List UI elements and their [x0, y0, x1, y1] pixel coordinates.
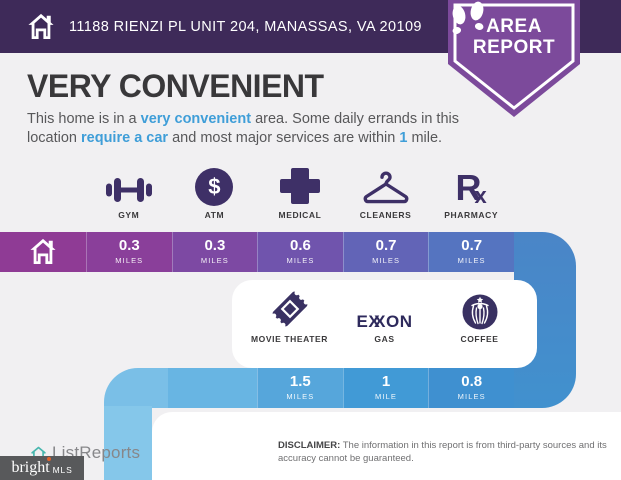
distance-unit: MILES	[286, 392, 315, 401]
distance-unit: MILE	[375, 392, 397, 401]
service-label: GYM	[118, 210, 140, 220]
desc-part: and most major services are within	[168, 129, 400, 146]
distance-unit: MILES	[372, 256, 401, 265]
service-column-gas: EX X ON GAS	[337, 280, 432, 368]
distance-segment-atm: 0.3 MILES	[171, 232, 258, 272]
distance-segment-gym: 0.3 MILES	[86, 232, 172, 272]
home-cell	[0, 232, 86, 272]
exxon-part: X	[374, 312, 387, 331]
disclaimer-label: DISCLAIMER:	[278, 440, 341, 451]
mls-label: MLS	[52, 465, 73, 475]
home-icon	[28, 13, 54, 39]
badge-title: AREA REPORT	[448, 16, 580, 59]
route-bar-row1: 0.3 MILES 0.3 MILES 0.6 MILES 0.7 MILES …	[0, 232, 514, 272]
service-label: MEDICAL	[278, 210, 322, 220]
dumbbell-icon	[105, 162, 152, 206]
disclaimer-card: DISCLAIMER: The information in this repo…	[152, 412, 621, 480]
distance-value: 0.8	[461, 373, 483, 390]
desc-highlight-car: require a car	[81, 129, 169, 146]
service-column-pharmacy: R x PHARMACY	[428, 162, 514, 221]
brightmls-wordmark: bright	[11, 457, 51, 476]
distance-unit: MILES	[457, 256, 486, 265]
services-row-1: GYM $ ATM MEDICAL CLEANERS	[86, 162, 514, 220]
distance-segment-pharmacy: 0.7 MILES	[428, 232, 514, 272]
distance-unit: MILES	[457, 392, 486, 401]
distance-value: 0.7	[375, 237, 397, 254]
distance-unit: MILES	[115, 256, 144, 265]
starbucks-logo	[460, 280, 500, 332]
route-descender	[104, 406, 152, 480]
exxon-part: ON	[386, 312, 413, 331]
footprints-icon	[452, 1, 484, 34]
area-report-badge: AREA REPORT	[448, 0, 580, 122]
route-tail-segment	[168, 368, 257, 408]
service-column-atm: $ ATM	[172, 162, 258, 220]
desc-part: area. Some daily errands in this locatio…	[27, 111, 459, 146]
service-label: COFFEE	[460, 334, 499, 344]
services-card: MOVIE THEATER EX X ON GAS	[232, 280, 537, 368]
distance-unit: MILES	[200, 256, 229, 265]
route-bar-row2: 1.5 MILES 1 MILE 0.8 MILES	[168, 368, 515, 408]
desc-highlight-convenient: very convenient	[140, 111, 252, 127]
distance-value: 1	[381, 373, 391, 390]
service-label: CLEANERS	[359, 210, 412, 220]
medical-cross-icon	[279, 162, 320, 206]
rx-x-glyph: x	[474, 183, 487, 208]
dollar-circle-icon: $	[195, 162, 234, 206]
distance-value: 0.6	[290, 237, 311, 254]
distance-value: 0.3	[118, 237, 140, 254]
home-marker-icon	[30, 238, 56, 264]
service-column-medical: MEDICAL	[257, 162, 343, 220]
brightmls-badge: bright MLS	[0, 456, 84, 480]
bright-dot-icon	[46, 457, 51, 461]
service-column-gym: GYM	[86, 162, 172, 220]
disclaimer-body: The information in this report is from t…	[278, 440, 607, 464]
service-column-coffee: COFFEE	[432, 280, 527, 368]
distance-segment-movie-theater: 1.5 MILES	[257, 368, 343, 408]
ticket-icon	[267, 280, 313, 332]
distance-segment-gas: 1 MILE	[342, 368, 429, 408]
hanger-icon	[362, 162, 410, 206]
dollar-glyph: $	[208, 174, 221, 199]
route-elbow-left	[104, 368, 168, 408]
desc-part: mile.	[407, 129, 443, 146]
service-label: GAS	[374, 334, 395, 344]
service-label: MOVIE THEATER	[250, 334, 329, 344]
service-label: PHARMACY	[444, 210, 499, 220]
desc-part: This home is in a	[27, 111, 141, 127]
distance-segment-medical: 0.6 MILES	[257, 232, 343, 272]
exxon-logo: EX X ON	[356, 280, 412, 332]
rx-r-glyph: R	[455, 167, 482, 208]
service-label: ATM	[204, 210, 225, 220]
distance-segment-cleaners: 0.7 MILES	[342, 232, 429, 272]
distance-value: 0.7	[461, 237, 483, 254]
distance-segment-coffee: 0.8 MILES	[428, 368, 515, 408]
disclaimer-text: DISCLAIMER: The information in this repo…	[278, 440, 614, 466]
service-column-cleaners: CLEANERS	[343, 162, 429, 220]
distance-unit: MILES	[286, 256, 315, 265]
exxon-part: EX	[356, 312, 381, 331]
description-text: This home is in a very convenient area. …	[27, 110, 475, 147]
address-text: 11188 RIENZI PL UNIT 204, MANASSAS, VA 2…	[69, 18, 422, 35]
desc-highlight-one: 1	[399, 129, 408, 146]
badge-line-report: REPORT	[472, 36, 556, 58]
rx-icon: R x	[455, 162, 487, 208]
page-title: VERY CONVENIENT	[27, 68, 324, 104]
service-column-movie-theater: MOVIE THEATER	[242, 280, 337, 368]
badge-line-area: AREA	[486, 16, 542, 37]
distance-value: 0.3	[204, 237, 226, 254]
distance-value: 1.5	[289, 373, 311, 390]
